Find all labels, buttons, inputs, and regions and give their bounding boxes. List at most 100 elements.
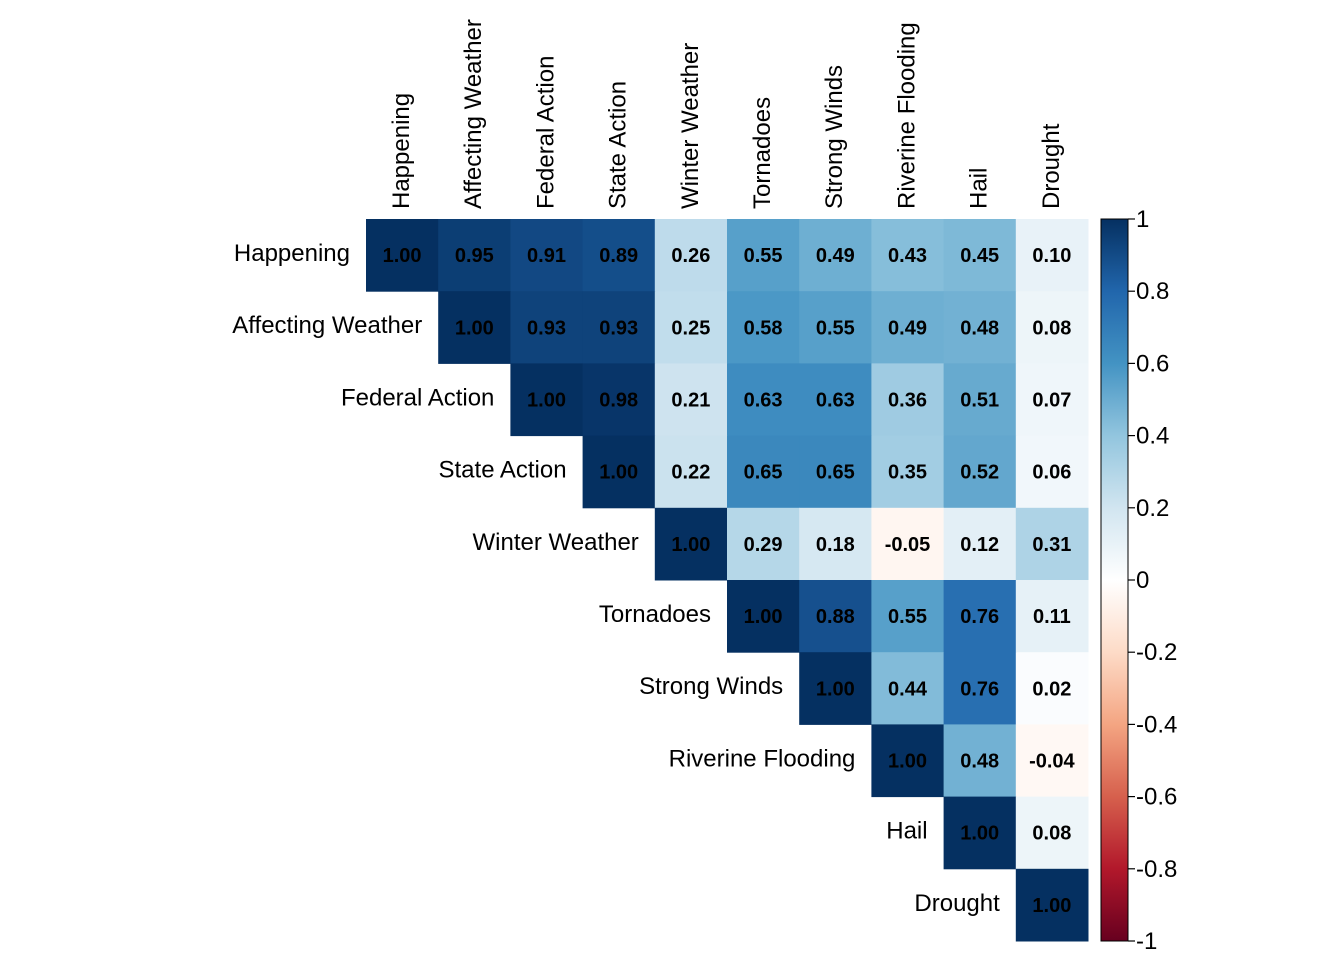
row-labels: Happening Affecting Weather Federal Action… — [232, 240, 1000, 917]
cell-value-drought-drought: 1.00 — [1032, 895, 1071, 917]
cell-value-happening-federal-action: 0.91 — [527, 245, 566, 267]
cell-value-federal-action-state-action: 0.98 — [599, 390, 638, 412]
cell-value-tornadoes-riverine-flooding: 0.55 — [888, 606, 927, 628]
heatmap-cell-federal-action-federal-action — [510, 363, 584, 437]
heatmap-cell-affecting-weather-state-action — [582, 291, 656, 364]
colorbar-gradient-bar — [1100, 218, 1129, 942]
heatmap-cell-affecting-weather-affecting-weather — [438, 291, 511, 364]
cell-value-affecting-weather-tornadoes: 0.58 — [744, 317, 783, 339]
cell-value-affecting-weather-riverine-flooding: 0.49 — [888, 317, 927, 339]
heatmap-cell-riverine-flooding-drought — [1015, 724, 1089, 798]
cell-value-happening-winter-weather: 0.26 — [671, 245, 710, 267]
heatmap-cell-federal-action-tornadoes — [727, 363, 800, 437]
heatmap-cell-happening-hail — [943, 219, 1017, 292]
heatmap-cell-drought-drought — [1015, 868, 1089, 942]
heatmap-cell-federal-action-winter-weather — [654, 363, 728, 437]
cell-value-strong-winds-riverine-flooding: 0.44 — [888, 678, 928, 700]
column-label-affecting-weather: Affecting Weather — [460, 19, 487, 209]
column-label-federal-action: Federal Action — [532, 56, 559, 209]
column-label-drought: Drought — [1038, 123, 1065, 209]
cell-value-hail-drought: 0.08 — [1032, 823, 1071, 845]
cell-value-tornadoes-tornadoes: 1.00 — [744, 606, 783, 628]
cell-value-state-action-state-action: 1.00 — [599, 462, 638, 484]
heatmap-cell-state-action-state-action — [582, 435, 656, 509]
cell-value-winter-weather-winter-weather: 1.00 — [671, 534, 710, 556]
cell-value-strong-winds-strong-winds: 1.00 — [816, 678, 855, 700]
colorbar-tick-label: 1 — [1136, 206, 1149, 233]
heatmap-cell-tornadoes-hail — [943, 580, 1017, 653]
cell-value-federal-action-winter-weather: 0.21 — [671, 390, 710, 412]
heatmap-cell-affecting-weather-hail — [943, 291, 1017, 364]
row-label-riverine-flooding: Riverine Flooding — [669, 745, 856, 772]
heatmap-cell-tornadoes-drought — [1015, 580, 1089, 653]
heatmap-cell-tornadoes-strong-winds — [799, 580, 872, 653]
cell-value-affecting-weather-state-action: 0.93 — [599, 317, 638, 339]
heatmap-cell-tornadoes-riverine-flooding — [871, 580, 945, 653]
column-label-strong-winds: Strong Winds — [821, 65, 848, 209]
colorbar-tick-label: -0.4 — [1136, 711, 1177, 738]
cell-value-happening-happening: 1.00 — [383, 245, 422, 267]
cell-value-happening-riverine-flooding: 0.43 — [888, 245, 927, 267]
heatmap-cell-state-action-hail — [943, 435, 1017, 509]
cell-value-federal-action-strong-winds: 0.63 — [816, 390, 855, 412]
column-label-state-action: State Action — [605, 81, 632, 209]
cell-value-state-action-winter-weather: 0.22 — [671, 462, 710, 484]
heatmap-cell-state-action-strong-winds — [799, 435, 872, 509]
colorbar-tick-label: -0.2 — [1136, 639, 1177, 666]
cell-value-winter-weather-riverine-flooding: -0.05 — [885, 534, 931, 556]
heatmap-cell-state-action-tornadoes — [727, 435, 800, 509]
heatmap-cell-strong-winds-drought — [1015, 652, 1089, 725]
colorbar-tick-label: 0.2 — [1136, 495, 1169, 522]
heatmap-cell-federal-action-drought — [1015, 363, 1089, 437]
heatmap-cell-winter-weather-strong-winds — [799, 507, 872, 581]
heatmap-cell-hail-hail — [943, 796, 1017, 870]
heatmap-cell-state-action-winter-weather — [654, 435, 728, 509]
heatmap-cells — [366, 219, 1089, 942]
cell-value-affecting-weather-affecting-weather: 1.00 — [455, 317, 494, 339]
heatmap-cell-strong-winds-strong-winds — [799, 652, 872, 725]
cell-value-riverine-flooding-riverine-flooding: 1.00 — [888, 751, 927, 773]
colorbar-tick-label: 0.8 — [1136, 278, 1169, 305]
colorbar-tick-label: 0.6 — [1136, 350, 1169, 377]
heatmap-cell-affecting-weather-drought — [1015, 291, 1089, 364]
heatmap-cell-state-action-drought — [1015, 435, 1089, 509]
heatmap-cell-affecting-weather-strong-winds — [799, 291, 872, 364]
heatmap-cell-strong-winds-riverine-flooding — [871, 652, 945, 725]
colorbar-tick-label: 0.4 — [1136, 423, 1169, 450]
row-label-affecting-weather: Affecting Weather — [232, 312, 422, 339]
cell-value-strong-winds-hail: 0.76 — [960, 678, 999, 700]
colorbar: 1 0.8 0.6 0.4 0.2 0 -0.2 -0.4 -0.6 -0.8 -1 — [1100, 206, 1177, 955]
heatmap-cell-winter-weather-riverine-flooding — [871, 507, 945, 581]
heatmap-cell-federal-action-riverine-flooding — [871, 363, 945, 437]
heatmap-cell-winter-weather-hail — [943, 507, 1017, 581]
column-label-happening: Happening — [388, 93, 415, 209]
row-label-federal-action: Federal Action — [341, 384, 494, 411]
heatmap-cell-federal-action-strong-winds — [799, 363, 872, 437]
colorbar-tick-label: -0.6 — [1136, 784, 1177, 811]
cell-value-hail-hail: 1.00 — [960, 823, 999, 845]
heatmap-cell-state-action-riverine-flooding — [871, 435, 945, 509]
heatmap-cell-winter-weather-tornadoes — [727, 507, 800, 581]
cell-value-federal-action-hail: 0.51 — [960, 390, 999, 412]
heatmap-cell-winter-weather-drought — [1015, 507, 1089, 581]
cell-value-federal-action-riverine-flooding: 0.36 — [888, 390, 927, 412]
heatmap-cell-strong-winds-hail — [943, 652, 1017, 725]
row-label-state-action: State Action — [439, 457, 567, 484]
cell-value-riverine-flooding-drought: -0.04 — [1029, 751, 1075, 773]
heatmap-cell-affecting-weather-federal-action — [510, 291, 584, 364]
cell-value-affecting-weather-drought: 0.08 — [1032, 317, 1071, 339]
heatmap-cell-happening-happening — [366, 219, 439, 292]
colorbar-tick-label: 0 — [1136, 567, 1149, 594]
row-label-tornadoes: Tornadoes — [599, 601, 711, 628]
cell-value-happening-tornadoes: 0.55 — [744, 245, 783, 267]
cell-value-federal-action-drought: 0.07 — [1032, 390, 1071, 412]
cell-value-state-action-riverine-flooding: 0.35 — [888, 462, 927, 484]
cell-value-winter-weather-hail: 0.12 — [960, 534, 999, 556]
column-label-tornadoes: Tornadoes — [749, 97, 776, 209]
colorbar-tick-label: -1 — [1136, 928, 1157, 955]
cell-value-tornadoes-strong-winds: 0.88 — [816, 606, 855, 628]
cell-value-winter-weather-tornadoes: 0.29 — [744, 534, 783, 556]
column-labels: Happening Affecting Weather Federal Action… — [388, 19, 1065, 209]
heatmap-cell-happening-state-action — [582, 219, 656, 292]
heatmap-cell-happening-riverine-flooding — [871, 219, 945, 292]
